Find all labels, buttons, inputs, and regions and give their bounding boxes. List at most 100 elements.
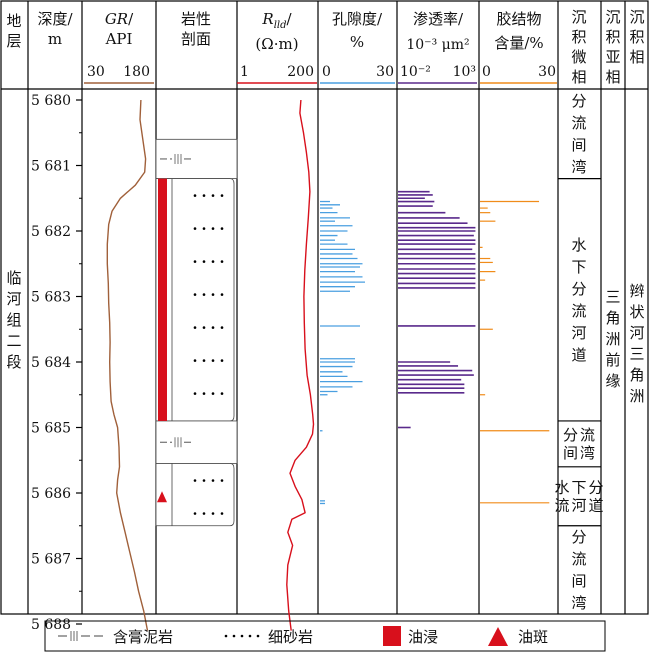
- sandstone-dot: [211, 293, 215, 296]
- sandstone-layer: [155, 463, 235, 527]
- rlld-name: R: [261, 10, 273, 28]
- rlld-min: 1: [240, 64, 249, 80]
- mudstone-layer: [155, 420, 238, 464]
- legend-frame: [44, 620, 606, 652]
- sandstone-layer: [155, 178, 235, 422]
- micro-facies-label-2: 分流间湾: [563, 426, 595, 462]
- gr-max: 180: [123, 64, 150, 80]
- sandstone-dot: [220, 227, 224, 230]
- sandstone-dot: [220, 194, 224, 197]
- sandstone-dot: [211, 227, 215, 230]
- micro-facies-column: 分流间湾水下分流河道分 流间 湾水下分流河道分流间湾: [554, 92, 603, 612]
- depth-axis: 5 680 5 681 5 682 5 683 5 684 5 685 5 686 5 687…: [31, 93, 82, 633]
- rlld-header: Rlld/: [261, 10, 292, 31]
- gr-name: GR: [105, 10, 128, 28]
- sandstone-dot: [220, 479, 224, 482]
- lith-header-2: 剖面: [181, 30, 211, 48]
- depth-label-3: 5 683: [31, 290, 71, 306]
- facies-label: 辫状河三角洲: [629, 282, 644, 405]
- sandstone-dot: [220, 326, 224, 329]
- sandstone-dot: [202, 392, 206, 395]
- column-dividers: [27, 1, 626, 614]
- sandstone-dot: [211, 392, 215, 395]
- perm-header: 渗透率/: [413, 10, 464, 28]
- sandstone-dot: [211, 512, 215, 515]
- legend-oil-immersion: 油浸: [408, 628, 438, 646]
- sandstone-dot: [193, 392, 197, 395]
- cement-min: 0: [482, 64, 491, 80]
- depth-label-2: 5 682: [31, 224, 71, 240]
- sub-facies-header: 沉积亚相: [605, 8, 620, 86]
- log-curves: [106, 99, 315, 631]
- depth-label-7: 5 687: [31, 552, 71, 568]
- gr-min: 30: [87, 64, 105, 80]
- rlld-unit: (Ω·m): [255, 35, 298, 53]
- cement-max: 30: [538, 64, 556, 80]
- sandstone-dot: [202, 479, 206, 482]
- legend: 含膏泥岩 细砂岩 油浸 油斑: [44, 620, 606, 652]
- rlld-curve: [286, 99, 315, 631]
- porosity-max: 30: [376, 64, 394, 80]
- legend-mudstone-icon: [58, 631, 103, 641]
- micro-facies-label-4: 分流间湾: [571, 528, 586, 612]
- depth-label-8: 5 688: [31, 617, 71, 633]
- stratum-header: 地层: [6, 12, 21, 50]
- stratum-name: 临河组二段: [6, 269, 21, 371]
- facies-header: 沉积相: [629, 8, 644, 66]
- porosity-header: 孔隙度/: [332, 10, 383, 28]
- sandstone-dot: [220, 392, 224, 395]
- depth-label-4: 5 684: [31, 355, 71, 371]
- sub-facies-column: 三角洲前缘: [605, 288, 620, 390]
- sandstone-dot: [220, 260, 224, 263]
- sandstone-dot: [193, 227, 197, 230]
- sandstone-dot: [202, 260, 206, 263]
- legend-sandstone: 细砂岩: [268, 628, 313, 646]
- oil-spot-marker: [157, 491, 167, 503]
- outer-frame: [0, 0, 649, 615]
- legend-oil-immersion-icon: [383, 626, 401, 646]
- sub-facies-label: 三角洲前缘: [605, 288, 620, 390]
- depth-header-1: 深度/: [37, 10, 73, 28]
- bar-logs: [320, 190, 550, 505]
- sandstone-dot: [220, 512, 224, 515]
- micro-facies-header: 沉积微相: [571, 8, 586, 86]
- perm-max: 10³: [453, 64, 476, 80]
- rlld-max: 200: [287, 64, 314, 80]
- sandstone-dot: [211, 326, 215, 329]
- legend-oil-spot: 油斑: [518, 628, 548, 646]
- sandstone-dot: [193, 293, 197, 296]
- header: 地层 深度/ m GR/ API 30 180 岩性 剖面 Rlld/ (Ω·m…: [6, 8, 644, 86]
- sandstone-dot: [202, 293, 206, 296]
- sandstone-dot: [202, 512, 206, 515]
- micro-facies-label-0: 分流间湾: [571, 92, 586, 176]
- sandstone-dot: [220, 293, 224, 296]
- sandstone-dot: [193, 479, 197, 482]
- depth-header-2: m: [48, 30, 62, 48]
- sandstone-dot: [211, 479, 215, 482]
- depth-label-6: 5 686: [31, 486, 71, 502]
- sandstone-dot: [211, 260, 215, 263]
- sandstone-dot: [193, 194, 197, 197]
- sandstone-dot: [202, 194, 206, 197]
- gr-header: GR/: [105, 10, 134, 28]
- micro-facies-label-1: 水下分流河道: [571, 236, 586, 364]
- mudstone-layer: [155, 138, 238, 180]
- stratum-column: 临河组二段: [6, 269, 21, 371]
- perm-unit: 10⁻³ μm²: [406, 37, 469, 53]
- oil-immersion-bar: [158, 178, 167, 421]
- sandstone-dot: [211, 194, 215, 197]
- lith-header-1: 岩性: [181, 10, 211, 28]
- depth-label-1: 5 681: [31, 159, 71, 175]
- sandstone-dot: [202, 359, 206, 362]
- depth-label-5: 5 685: [31, 421, 71, 437]
- sandstone-dot: [193, 326, 197, 329]
- cement-header-1: 胶结物: [496, 10, 541, 28]
- legend-sandstone-icon: [224, 634, 260, 638]
- sandstone-dot: [202, 227, 206, 230]
- porosity-unit: %: [350, 33, 364, 51]
- porosity-min: 0: [322, 64, 331, 80]
- legend-mudstone: 含膏泥岩: [113, 628, 173, 646]
- lithology-column: [155, 138, 238, 527]
